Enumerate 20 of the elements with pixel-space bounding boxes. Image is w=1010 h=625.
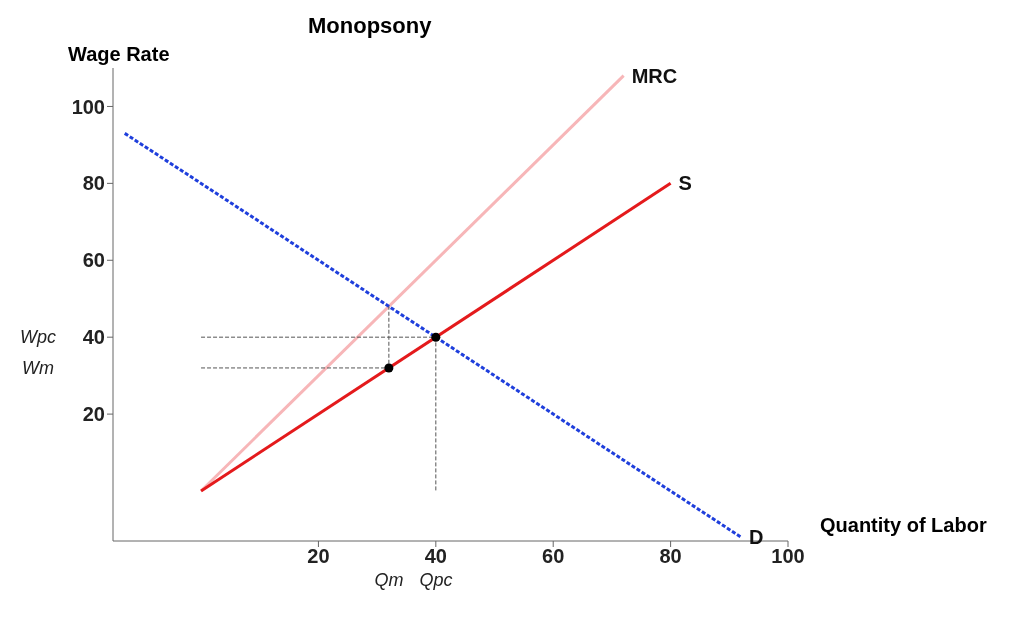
y-tick-label: 80 [82,172,105,195]
y-axis-title: Wage Rate [68,43,170,66]
text: Qpc [419,569,453,591]
series-label: S [678,172,692,195]
text: Wm [22,357,54,379]
x-axis-title: Quantity of Labor [820,514,987,537]
series-label: D [749,526,764,549]
x-tick-label: 100 [771,545,805,568]
x-tick-label: 80 [659,545,682,568]
x-tick-label: 20 [307,545,330,568]
text: Qm [374,569,404,591]
chart-title: Monopsony [308,13,432,39]
text: Wpc [20,326,56,348]
x-tick-label: 60 [542,545,565,568]
series-label: MRC [631,64,678,87]
y-tick-label: 60 [82,249,105,272]
y-tick-label: 20 [82,403,105,426]
y-tick-label: 40 [82,326,105,349]
y-tick-label: 100 [71,95,105,118]
x-tick-label: 40 [424,545,447,568]
